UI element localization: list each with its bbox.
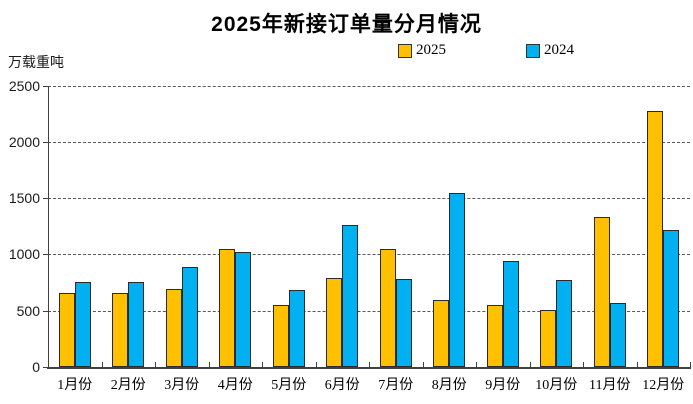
- x-tick-mark-12: [690, 362, 691, 367]
- y-tick-label-1000: 1000: [8, 246, 40, 263]
- x-tick-mark-3: [208, 362, 210, 367]
- y-tick-label-0: 0: [32, 359, 40, 375]
- y-tick-mark-1500: [43, 198, 48, 200]
- bar-2024-12月份: [663, 229, 680, 367]
- x-tick-label-9月份: 9月份: [485, 378, 521, 393]
- x-tick-label-1月份: 1月份: [57, 378, 93, 393]
- x-tick-label-6月份: 6月份: [324, 378, 360, 393]
- gridline-500: [48, 310, 690, 312]
- legend-item-2025: 2025: [398, 42, 446, 59]
- bar-2024-5月份: [288, 289, 305, 367]
- bar-2025-2月份: [112, 292, 129, 367]
- x-axis-line: [47, 367, 691, 369]
- bar-2025-8月份: [433, 300, 450, 367]
- y-tick-label-2500: 2500: [8, 77, 40, 94]
- bar-2024-7月份: [395, 279, 412, 367]
- x-tick-mark-6: [369, 362, 370, 367]
- legend-swatch-2025: [398, 43, 412, 58]
- y-tick-mark-1000: [43, 254, 48, 256]
- bar-2024-2月份: [128, 281, 145, 367]
- x-tick-mark-8: [476, 362, 477, 367]
- x-tick-mark-5: [315, 362, 317, 367]
- gridline-1500: [48, 198, 690, 200]
- bar-2025-12月份: [647, 110, 664, 367]
- chart-title: 2025年新接订单量分月情况: [211, 13, 482, 36]
- legend-swatch-2024: [526, 43, 540, 58]
- bar-2024-3月份: [181, 267, 198, 367]
- x-tick-label-12月份: 12月份: [642, 378, 685, 393]
- x-tick-mark-4: [262, 362, 263, 367]
- bar-2025-4月份: [219, 248, 236, 367]
- x-tick-mark-1: [101, 362, 103, 367]
- legend-label-2024: 2024: [544, 42, 574, 58]
- gridline-2000: [48, 141, 690, 143]
- bar-2025-7月份: [379, 248, 396, 367]
- x-tick-mark-9: [529, 362, 531, 367]
- x-tick-label-7月份: 7月份: [378, 378, 414, 393]
- x-tick-label-11月份: 11月份: [589, 378, 631, 393]
- bar-2025-3月份: [165, 289, 182, 367]
- bar-2024-9月份: [502, 261, 519, 367]
- bar-2025-11月份: [593, 217, 610, 367]
- gridline-1000: [48, 254, 690, 256]
- x-tick-label-5月份: 5月份: [271, 378, 307, 393]
- gridline-2500: [48, 85, 690, 87]
- bar-2024-8月份: [449, 193, 466, 367]
- x-tick-label-2月份: 2月份: [110, 378, 146, 393]
- y-tick-label-1500: 1500: [8, 190, 40, 207]
- y-axis-line: [48, 85, 49, 367]
- x-tick-label-10月份: 10月份: [535, 378, 578, 393]
- bar-2024-1月份: [74, 281, 91, 367]
- legend-item-2024: 2024: [526, 42, 574, 59]
- legend-label-2025: 2025: [416, 42, 446, 58]
- x-tick-mark-2: [155, 362, 156, 367]
- bar-2024-6月份: [342, 224, 359, 367]
- bar-2024-11月份: [609, 303, 626, 367]
- x-tick-label-8月份: 8月份: [431, 378, 467, 393]
- bar-2025-9月份: [486, 304, 503, 367]
- x-tick-label-3月份: 3月份: [164, 378, 200, 393]
- y-tick-mark-2500: [43, 85, 48, 87]
- bar-2024-4月份: [235, 252, 252, 367]
- x-tick-mark-11: [636, 362, 638, 367]
- bar-2024-10月份: [556, 279, 573, 367]
- y-tick-mark-500: [43, 310, 48, 312]
- x-tick-mark-7: [422, 362, 424, 367]
- y-tick-label-500: 500: [16, 302, 40, 319]
- y-tick-label-2000: 2000: [8, 133, 40, 150]
- x-tick-label-4月份: 4月份: [217, 378, 253, 393]
- bar-2025-1月份: [58, 292, 75, 367]
- y-axis-unit-label: 万载重吨: [8, 56, 64, 71]
- bar-2025-10月份: [540, 310, 557, 367]
- y-tick-mark-2000: [43, 141, 48, 143]
- bar-2025-5月份: [272, 304, 289, 367]
- x-tick-mark-10: [583, 362, 584, 367]
- y-tick-mark-0: [43, 367, 48, 368]
- bar-2025-6月份: [326, 278, 343, 367]
